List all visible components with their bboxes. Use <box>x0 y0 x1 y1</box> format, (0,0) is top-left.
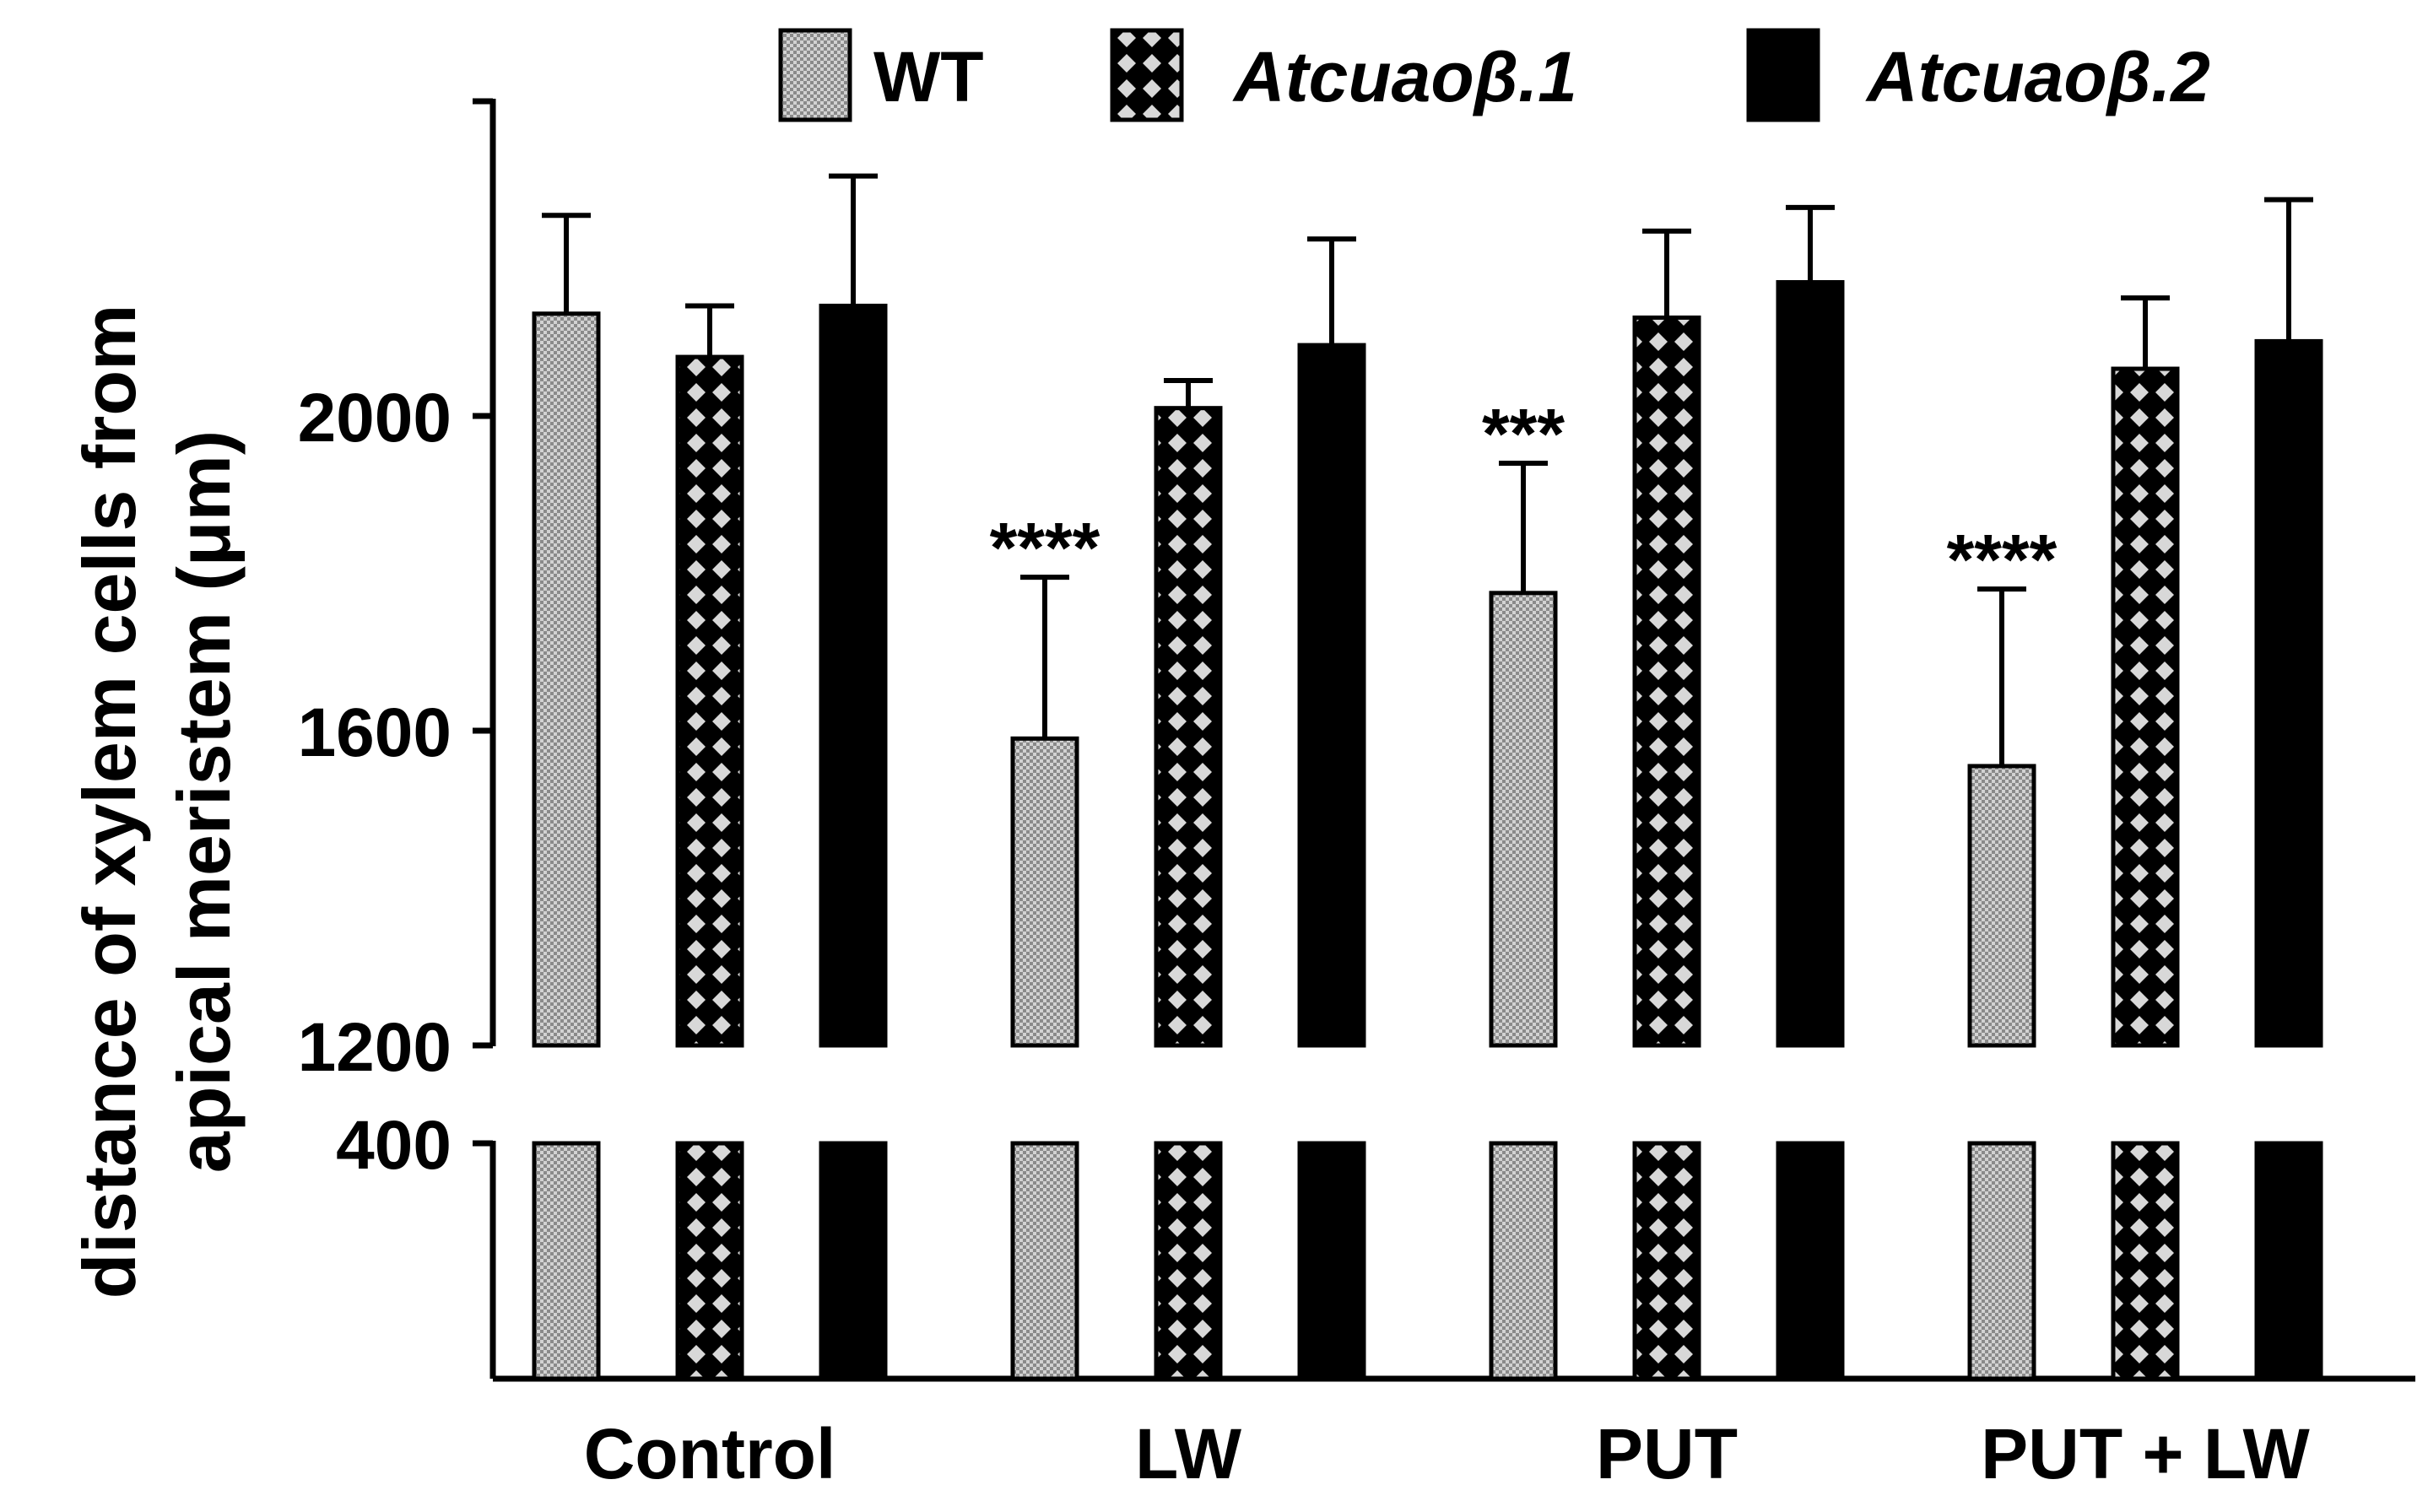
bar-put-mutant2-upper <box>1776 279 1845 1048</box>
y-axis: 2000 1600 1200 400 <box>298 98 496 1379</box>
y-axis-title: distance of xylem cells from apical meri… <box>68 305 246 1299</box>
legend-label-wt: WT <box>873 37 984 116</box>
bar-lw-mutant2-lower <box>1297 1141 1366 1381</box>
significance-lw: **** <box>990 508 1100 587</box>
y-tick-label-1600: 1600 <box>298 694 452 771</box>
bar-put-wt-lower <box>1489 1141 1558 1381</box>
bar-put-lw-mutant2-upper <box>2254 338 2323 1048</box>
bar-put-wt-upper <box>1489 591 1558 1048</box>
legend-swatch-mutant1 <box>1110 28 1184 122</box>
bar-control-wt-lower <box>532 1141 601 1381</box>
bar-put-lw-mutant1-upper <box>2111 366 2180 1048</box>
bar-control-wt-upper <box>532 311 601 1048</box>
y-tick-label-400: 400 <box>336 1107 452 1184</box>
bar-lw-wt-lower <box>1010 1141 1079 1381</box>
bar-lw-mutant2-upper <box>1297 343 1366 1048</box>
bar-lw-mutant1-upper <box>1154 406 1223 1048</box>
x-tick-label-control: Control <box>584 1414 836 1493</box>
significance-put-lw: **** <box>1947 520 2058 599</box>
bar-control-mutant2-lower <box>819 1141 888 1381</box>
bar-put-lw-wt-upper <box>1967 764 2036 1048</box>
significance-put: *** <box>1482 394 1565 473</box>
x-tick-label-put: PUT <box>1596 1414 1738 1493</box>
x-tick-label-lw: LW <box>1135 1414 1242 1493</box>
y-tick-label-1200: 1200 <box>298 1009 452 1086</box>
bar-put-mutant1-upper <box>1632 315 1701 1048</box>
x-tick-label-put-lw: PUT + LW <box>1981 1414 2310 1493</box>
legend-label-mutant1: Atcuaoβ.1 <box>1232 37 1577 116</box>
bar-lw-wt-upper <box>1010 736 1079 1048</box>
bar-put-lw-mutant1-lower <box>2111 1141 2180 1381</box>
x-axis-labels: Control LW PUT PUT + LW <box>584 1414 2311 1493</box>
bar-control-mutant1-lower <box>675 1141 744 1381</box>
bar-control-mutant2-upper <box>819 303 888 1048</box>
legend-swatch-wt <box>778 28 852 122</box>
y-axis-title-line1: distance of xylem cells from <box>68 305 151 1299</box>
bar-put-mutant2-lower <box>1776 1141 1845 1381</box>
y-tick-label-2000: 2000 <box>298 380 452 456</box>
y-axis-title-line2: apical meristem (μm) <box>162 430 246 1173</box>
legend-label-mutant2: Atcuaoβ.2 <box>1865 37 2210 116</box>
legend: WT Atcuaoβ.1 Atcuaoβ.2 <box>778 28 2210 122</box>
bar-control-mutant1-upper <box>675 354 744 1048</box>
bar-put-mutant1-lower <box>1632 1141 1701 1381</box>
bar-lw-mutant1-lower <box>1154 1141 1223 1381</box>
bar-put-lw-wt-lower <box>1967 1141 2036 1381</box>
bars: ******* **** <box>532 173 2323 1381</box>
legend-swatch-mutant2 <box>1746 28 1820 122</box>
bar-put-lw-mutant2-lower <box>2254 1141 2323 1381</box>
